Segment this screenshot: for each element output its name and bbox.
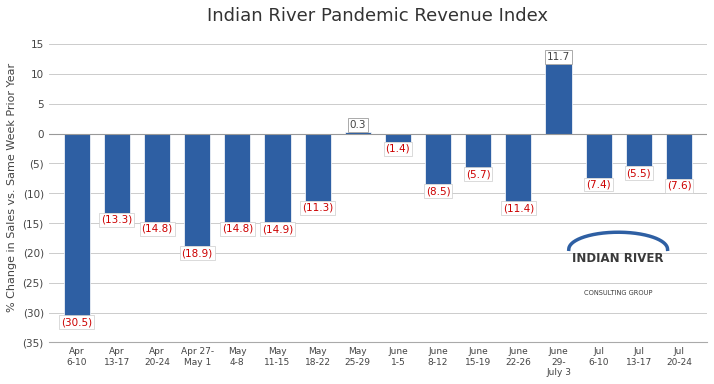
Bar: [666, 134, 692, 179]
Bar: [425, 134, 451, 184]
Title: Indian River Pandemic Revenue Index: Indian River Pandemic Revenue Index: [207, 7, 548, 25]
Bar: [264, 134, 291, 222]
Text: (8.5): (8.5): [426, 186, 451, 196]
Bar: [625, 134, 652, 166]
Text: (14.8): (14.8): [221, 223, 253, 233]
Bar: [144, 134, 170, 222]
Text: (1.4): (1.4): [386, 144, 411, 154]
Text: (14.8): (14.8): [141, 223, 173, 233]
Text: (30.5): (30.5): [61, 317, 92, 327]
Bar: [305, 134, 331, 201]
Bar: [385, 134, 411, 142]
Y-axis label: % Change in Sales vs. Same Week Prior Year: % Change in Sales vs. Same Week Prior Ye…: [7, 63, 17, 312]
Text: (5.7): (5.7): [466, 169, 491, 179]
Text: (14.9): (14.9): [262, 224, 293, 234]
Bar: [104, 134, 130, 213]
Text: (18.9): (18.9): [181, 248, 213, 258]
Bar: [184, 134, 210, 246]
Bar: [224, 134, 251, 222]
Text: INDIAN RIVER: INDIAN RIVER: [573, 252, 664, 265]
Text: 0.3: 0.3: [350, 120, 366, 130]
Bar: [506, 134, 531, 202]
Bar: [345, 132, 371, 134]
Bar: [545, 64, 571, 134]
Text: (7.4): (7.4): [586, 179, 611, 189]
Bar: [585, 134, 612, 178]
Text: (11.3): (11.3): [302, 203, 333, 213]
Text: (11.4): (11.4): [503, 204, 534, 214]
Text: (13.3): (13.3): [101, 215, 133, 225]
Text: 11.7: 11.7: [547, 52, 570, 62]
Text: CONSULTING GROUP: CONSULTING GROUP: [584, 290, 653, 296]
Bar: [465, 134, 491, 167]
Text: (7.6): (7.6): [667, 180, 691, 191]
Bar: [64, 134, 90, 316]
Text: (5.5): (5.5): [626, 168, 651, 178]
